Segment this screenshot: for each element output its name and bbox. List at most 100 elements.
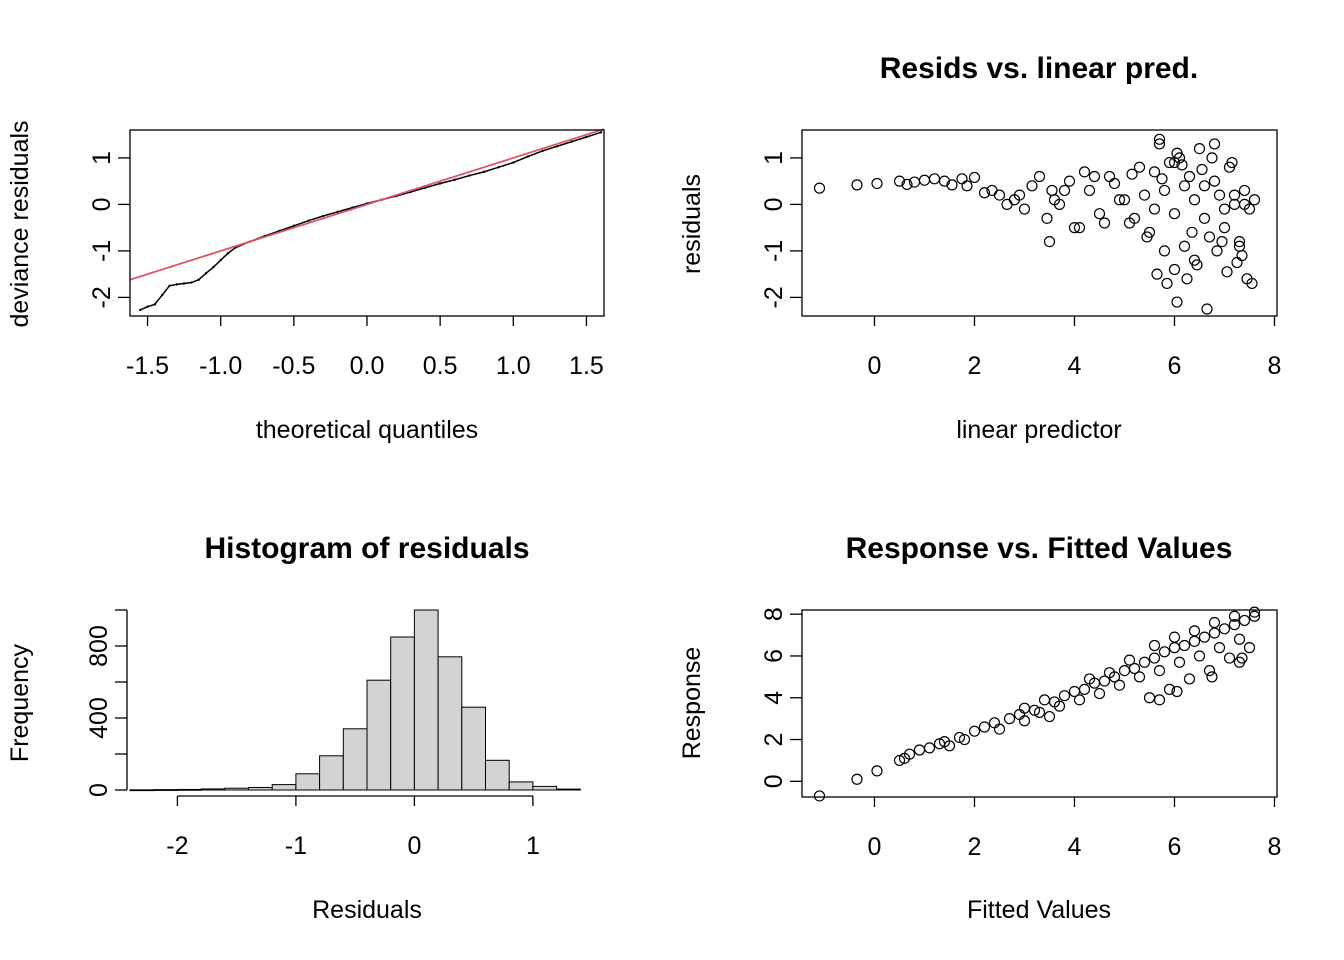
response-vs-fitted-y-tick-label: 8 [760, 607, 788, 621]
response-vs-fitted-point [923, 742, 936, 754]
resid-vs-linpred-point [1026, 180, 1038, 192]
resid-vs-linpred-frame [801, 129, 1278, 317]
response-vs-fitted-point [1228, 619, 1241, 631]
resid-vs-linpred-point [1188, 194, 1201, 206]
response-vs-fitted-point [958, 733, 971, 746]
resid-vs-linpred-point [1083, 184, 1096, 197]
resid-vs-linpred-point [1218, 203, 1231, 215]
resid-vs-linpred-point [1186, 226, 1198, 238]
response-vs-fitted-point [1133, 671, 1146, 683]
response-vs-fitted-point [1153, 664, 1166, 677]
resid-vs-linpred-x-label: linear predictor [956, 416, 1121, 444]
resid-vs-linpred-point [1196, 163, 1208, 176]
response-vs-fitted-point [1248, 606, 1261, 618]
histogram-x-tick-label: -1 [285, 832, 307, 860]
resid-vs-linpred-point [978, 187, 991, 199]
resid-vs-linpred-point [1078, 166, 1091, 178]
resid-vs-linpred-point [1018, 203, 1031, 215]
resid-vs-linpred-point [993, 189, 1006, 201]
resid-vs-linpred-point [1158, 245, 1171, 257]
resid-vs-linpred-point [1041, 212, 1053, 224]
histogram-bar [295, 773, 321, 791]
resid-vs-linpred-y-tick-label: 1 [760, 151, 788, 165]
resid-vs-linpred-point [1208, 175, 1221, 187]
resid-vs-linpred-point [1058, 184, 1071, 197]
resid-vs-linpred-point [1153, 138, 1166, 150]
resid-vs-linpred-point [1161, 277, 1173, 290]
response-vs-fitted-x-tick-label: 2 [968, 833, 982, 861]
resid-vs-linpred-y-tick-label: 0 [760, 197, 788, 211]
resid-vs-linpred-point [1163, 156, 1176, 169]
response-vs-fitted-point [871, 765, 883, 777]
response-vs-fitted-point [903, 748, 916, 760]
resid-vs-linpred-panel: Resids vs. linear pred. 0 2 4 6 8 -2 -1 0 1 lin… [678, 52, 1281, 444]
resid-vs-linpred-x-tick-label: 8 [1268, 352, 1282, 380]
resid-vs-linpred-x-tick-label: 2 [968, 352, 982, 380]
response-vs-fitted-y-tick-label: 0 [760, 774, 788, 788]
resid-vs-linpred-point [893, 175, 906, 187]
qq-plot-y-tick-label: -1 [88, 240, 116, 262]
qq-plot-x-tick-label: 1.5 [569, 352, 604, 380]
histogram-title: Histogram of residuals [204, 532, 529, 565]
qq-plot-frame [129, 129, 605, 317]
resid-vs-linpred-points [813, 133, 1261, 315]
response-vs-fitted-y-tick-label: 6 [760, 649, 788, 663]
resid-vs-linpred-point [1171, 296, 1183, 308]
response-vs-fitted-point [1058, 690, 1071, 702]
response-vs-fitted-point [1193, 650, 1206, 662]
response-vs-fitted-point [1153, 694, 1166, 706]
resid-vs-linpred-point [1128, 212, 1141, 224]
response-vs-fitted-x-tick-label: 8 [1268, 833, 1282, 861]
response-vs-fitted-point [1003, 713, 1016, 725]
resid-vs-linpred-point [1238, 198, 1251, 210]
response-vs-fitted-point [1223, 652, 1236, 664]
response-vs-fitted-y-label: Response [678, 647, 706, 760]
response-vs-fitted-point [1113, 679, 1126, 691]
histogram-x-tick-label: 0 [407, 832, 421, 860]
resid-vs-linpred-point [1168, 208, 1181, 220]
resid-vs-linpred-point [1156, 173, 1168, 185]
qq-plot-y-tick-label: 0 [88, 197, 116, 211]
histogram-bar [176, 788, 202, 791]
response-vs-fitted-point [1183, 673, 1196, 685]
resid-vs-linpred-point [1198, 212, 1211, 224]
histogram-bar [437, 656, 463, 791]
histogram-bar [461, 706, 486, 791]
response-vs-fitted-point [893, 754, 906, 767]
response-vs-fitted-point [813, 790, 826, 802]
resid-vs-linpred-y-tick-label: -2 [760, 286, 788, 308]
resid-vs-linpred-point [1033, 170, 1046, 183]
response-vs-fitted-point [1218, 623, 1231, 635]
response-vs-fitted-point [1028, 704, 1041, 716]
response-vs-fitted-point [978, 721, 991, 733]
histogram-bar [556, 788, 581, 791]
response-vs-fitted-point [1248, 610, 1261, 622]
resid-vs-linpred-point [1246, 277, 1258, 290]
response-vs-fitted-point [993, 723, 1006, 735]
response-vs-fitted-point [1243, 642, 1256, 654]
resid-vs-linpred-point [1118, 194, 1131, 206]
response-vs-fitted-point [1043, 710, 1056, 723]
resid-vs-linpred-x-tick-label: 6 [1168, 352, 1182, 380]
histogram-bar [508, 781, 534, 791]
qq-reference-line [129, 128, 605, 281]
resid-vs-linpred-point [1208, 138, 1221, 150]
qq-plot-x-tick-label: -1.0 [199, 352, 242, 380]
response-vs-fitted-point [1128, 662, 1141, 675]
qq-plot-x-tick-label: -1.5 [126, 352, 169, 380]
resid-vs-linpred-point [1248, 194, 1261, 206]
resid-vs-linpred-point [1063, 175, 1076, 187]
resid-vs-linpred-point [1203, 231, 1216, 243]
response-vs-fitted-point [1173, 656, 1186, 668]
response-vs-fitted-frame [801, 609, 1278, 798]
response-vs-fitted-x-ticks: 0 2 4 6 8 [868, 797, 1282, 861]
resid-vs-linpred-point [871, 177, 883, 190]
resid-vs-linpred-point [1138, 189, 1151, 201]
histogram-x-ticks: -2 -1 0 1 [166, 795, 540, 860]
resid-vs-linpred-point [961, 180, 973, 192]
qq-plot-x-ticks: -1.5 -1.0 -0.5 0.0 0.5 1.0 1.5 [126, 316, 604, 380]
resid-vs-linpred-point [1148, 166, 1161, 178]
qq-plot-y-ticks: -2 -1 0 1 [88, 151, 130, 309]
histogram-y-label: Frequency [6, 643, 34, 762]
resid-vs-linpred-point [1073, 222, 1086, 234]
